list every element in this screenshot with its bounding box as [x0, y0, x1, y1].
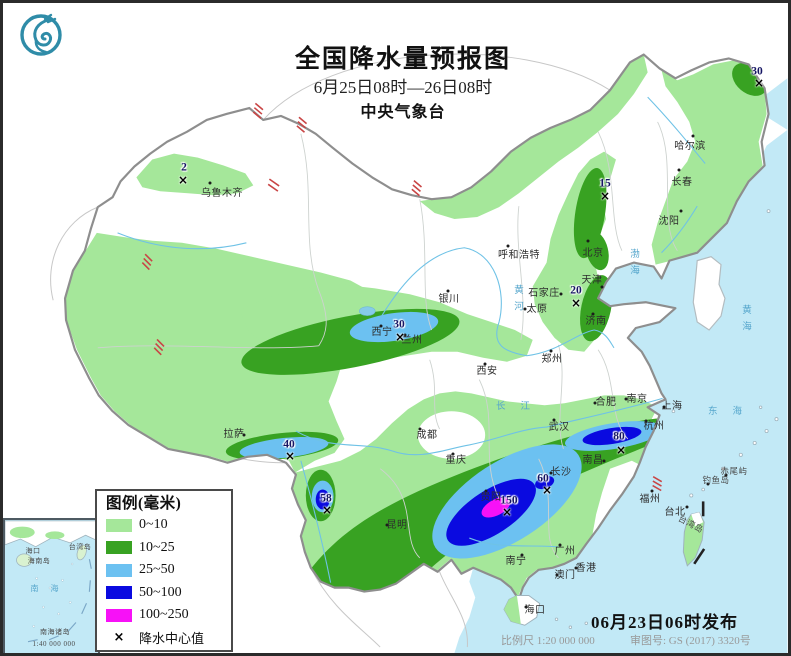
- legend-center-label: 降水中心值: [139, 631, 205, 647]
- china-precipitation-map: [50, 53, 788, 653]
- legend-range-label: 50~100: [139, 584, 182, 600]
- x-marker-icon: ×: [113, 630, 125, 646]
- south-china-sea-inset: [3, 518, 100, 653]
- legend-row: 50~100: [106, 582, 231, 605]
- legend-center-row: × 降水中心值: [106, 627, 231, 650]
- hainan-island: [503, 595, 541, 626]
- map-scale: 比例尺 1:20 000 000: [501, 635, 595, 647]
- legend-range-label: 0~10: [139, 517, 168, 533]
- island-dots: [554, 209, 779, 629]
- legend-range-label: 100~250: [139, 607, 189, 623]
- legend-rows: 0~10 10~25 25~50 50~100 100~250 × 降水中心值: [106, 514, 231, 649]
- inset-hainan: [16, 553, 33, 567]
- legend-row: 100~250: [106, 604, 231, 627]
- taiwan-island: [682, 511, 705, 567]
- legend-range-label: 25~50: [139, 562, 175, 578]
- legend-row: 25~50: [106, 559, 231, 582]
- qinghai-lake: [359, 306, 376, 316]
- legend-swatch: [106, 563, 132, 577]
- legend-range-label: 10~25: [139, 539, 175, 555]
- korea-peninsula: [692, 256, 726, 331]
- national-border: [63, 53, 770, 601]
- legend-swatch: [106, 608, 132, 622]
- inset-dash-line: [27, 559, 92, 643]
- legend-panel: 图例(毫米) 0~10 10~25 25~50 50~100 100~250 × 降水中心值: [95, 489, 233, 652]
- release-time: 06月23日06时发布: [591, 613, 738, 632]
- legend-row: 0~10: [106, 514, 231, 537]
- legend-swatch: [106, 541, 132, 555]
- legend-swatch: [106, 586, 132, 600]
- map-approval-number: 审图号: GS (2017) 3320号: [630, 635, 751, 647]
- legend-swatch: [106, 518, 132, 532]
- cma-logo-icon: [17, 11, 65, 59]
- province-borders: [97, 121, 678, 559]
- red-hatch-icon: [141, 102, 663, 492]
- inset-taiwan: [76, 544, 87, 561]
- boundary-tick-icon: [693, 501, 706, 565]
- precipitation-layers: [65, 54, 768, 600]
- legend-title: 图例(毫米): [106, 495, 182, 512]
- inset-islands: [32, 562, 74, 628]
- legend-row: 10~25: [106, 537, 231, 560]
